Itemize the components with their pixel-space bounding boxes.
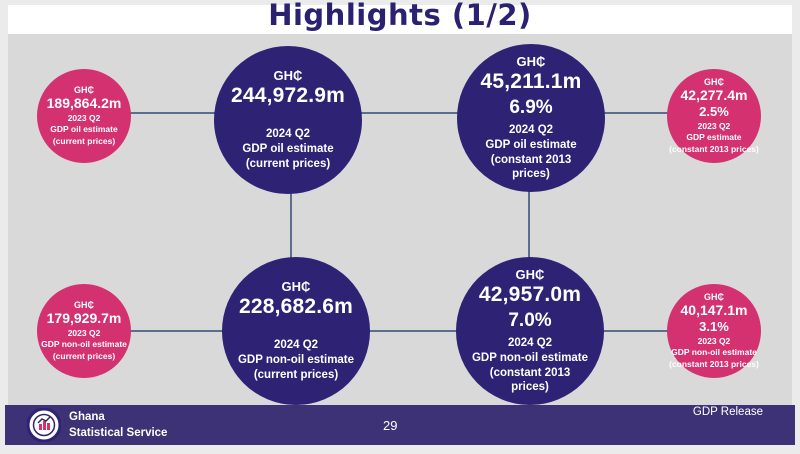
gdp-value: 42,957.0m [478,282,582,306]
growth-rate: 6.9% [509,96,553,118]
estimate-label: GDP non-oil estimate [237,354,355,367]
footer-bar: Ghana Statistical Service 29 GDP Release [5,405,795,445]
gdp-value: 42,277.4m [680,86,748,103]
growth-rate: 7.0% [508,309,552,331]
prices-label: (constant 2013 prices) [669,358,759,369]
growth-rate: 2.5% [699,103,729,119]
page-title: Highlights (1/2) [268,0,532,32]
org-name: Ghana Statistical Service [69,409,167,441]
node-meta: 2023 Q2 GDP estimate (constant 2013 pric… [667,121,761,155]
currency-label: GH₵ [273,68,303,84]
connector-line-vertical-right [528,118,530,331]
node-meta: 2023 Q2 GDP non-oil estimate (current pr… [39,328,129,362]
period-label: 2024 Q2 [508,123,554,136]
node-gdp-nonoil-2023-constant: GH₵ 40,147.1m 3.1% 2023 Q2 GDP non-oil e… [667,284,761,378]
period-label: 2023 Q2 [697,335,731,346]
node-gdp-nonoil-2024-current: GH₵ 228,682.6m 2024 Q2 GDP non-oil estim… [222,257,370,405]
prices-label: (current prices) [253,368,339,381]
node-meta: 2024 Q2 GDP oil estimate (current prices… [228,127,347,172]
page-number: 29 [383,418,398,433]
currency-label: GH₵ [281,279,311,295]
node-meta: 2023 Q2 GDP non-oil estimate (constant 2… [667,336,761,370]
currency-label: GH₵ [704,291,724,302]
connector-line-vertical-left [290,120,292,331]
connector-line-top [84,112,714,114]
prices-label: (constant 2013 prices) [490,153,572,181]
prices-label: (current prices) [52,350,116,361]
currency-label: GH₵ [515,266,545,282]
gdp-value: 45,211.1m [480,69,582,93]
estimate-label: GDP non-oil estimate [41,339,127,350]
node-gdp-nonoil-2024-constant: GH₵ 42,957.0m 7.0% 2024 Q2 GDP non-oil e… [456,257,604,405]
prices-label: (current prices) [52,135,116,146]
node-gdp-nonoil-2023-current: GH₵ 179,929.7m 2023 Q2 GDP non-oil estim… [37,284,131,378]
node-meta: 2023 Q2 GDP oil estimate (current prices… [48,113,119,147]
node-gdp-oil-2024-constant: GH₵ 45,211.1m 6.9% 2024 Q2 GDP oil estim… [457,44,605,192]
period-label: 2023 Q2 [697,120,731,131]
currency-label: GH₵ [74,299,94,310]
title-band [8,5,792,34]
estimate-label: GDP estimate [686,132,742,143]
period-label: 2024 Q2 [265,128,311,141]
gdp-value: 244,972.9m [230,84,346,108]
gdp-value: 40,147.1m [680,301,748,318]
gdp-value: 228,682.6m [238,295,354,319]
estimate-label: GDP oil estimate [50,124,118,135]
node-meta: 2024 Q2 GDP non-oil estimate (current pr… [224,338,368,383]
node-meta: 2024 Q2 GDP oil estimate (constant 2013 … [457,123,605,183]
currency-label: GH₵ [74,84,94,95]
estimate-label: GDP non-oil estimate [671,347,757,358]
prices-label: (current prices) [245,157,331,170]
currency-label: GH₵ [516,53,546,69]
gdp-value: 189,864.2m [46,94,122,111]
node-gdp-2023-constant: GH₵ 42,277.4m 2.5% 2023 Q2 GDP estimate … [667,69,761,163]
period-label: 2024 Q2 [273,339,319,352]
growth-rate: 3.1% [699,318,729,334]
node-gdp-oil-2024-current: GH₵ 244,972.9m 2024 Q2 GDP oil estimate … [214,46,362,194]
estimate-label: GDP non-oil estimate [471,351,589,364]
slide-content-area: GH₵ 189,864.2m 2023 Q2 GDP oil estimate … [8,34,792,405]
gdp-value: 179,929.7m [46,309,122,326]
org-name-line2: Statistical Service [69,427,168,440]
period-label: 2023 Q2 [67,327,101,338]
period-label: 2024 Q2 [507,336,553,349]
prices-label: (constant 2013 prices) [669,143,759,154]
connector-line-bottom [84,330,714,332]
estimate-label: GDP oil estimate [485,138,577,151]
org-name-line1: Ghana [69,411,105,423]
gdp-release-label: GDP Release [692,406,763,418]
estimate-label: GDP oil estimate [242,143,334,156]
node-meta: 2024 Q2 GDP non-oil estimate (constant 2… [456,336,604,396]
currency-label: GH₵ [704,76,724,87]
prices-label: (constant 2013 prices) [489,366,571,394]
gss-logo-icon [27,408,61,442]
node-gdp-oil-2023-current: GH₵ 189,864.2m 2023 Q2 GDP oil estimate … [37,69,131,163]
period-label: 2023 Q2 [67,112,101,123]
